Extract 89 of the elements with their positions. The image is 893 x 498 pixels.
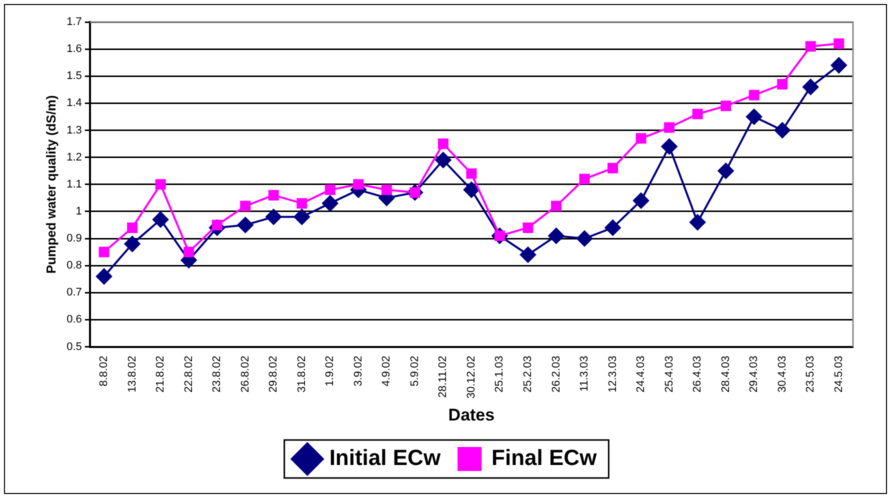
legend-label: Initial ECw	[329, 445, 442, 470]
point	[522, 222, 534, 233]
point	[805, 41, 816, 52]
point	[636, 133, 646, 144]
x-tick-label: 24.4.03	[635, 356, 648, 392]
point	[296, 198, 308, 209]
point	[748, 90, 760, 100]
point	[692, 108, 703, 120]
point	[466, 168, 477, 179]
point	[661, 138, 678, 154]
x-tick-label: 22.8.02	[182, 356, 195, 392]
point	[604, 220, 621, 236]
x-tick-label: 5.9.02	[408, 356, 421, 386]
x-tick-label: 11.3.03	[578, 356, 591, 392]
x-tick-label: 8.8.02	[98, 356, 110, 386]
point	[268, 190, 279, 200]
x-tick-label: 25.1.03	[494, 356, 506, 392]
point	[324, 184, 336, 196]
point	[152, 212, 169, 228]
x-tick-label: 30.4.03	[776, 356, 788, 392]
point	[774, 122, 790, 138]
x-tick-label: 31.8.02	[296, 356, 308, 392]
point	[802, 78, 819, 95]
x-tick-label: 28.11.02	[437, 356, 450, 398]
x-tick-label: 23.8.02	[211, 356, 224, 392]
x-tick-label: 25.4.03	[663, 356, 676, 392]
point	[237, 216, 254, 233]
point	[746, 108, 762, 125]
point	[98, 246, 110, 258]
point	[124, 236, 140, 252]
y-tick-label: 0.6	[66, 314, 82, 326]
point	[353, 179, 364, 190]
point	[520, 246, 536, 263]
point	[720, 100, 732, 112]
y-axis-title: Pumped water quality (dS/m)	[43, 95, 58, 274]
point	[322, 195, 338, 212]
x-tick-label: 26.4.03	[692, 356, 704, 392]
x-tick-label: 3.9.02	[352, 356, 364, 386]
x-tick-label: 13.8.02	[126, 356, 138, 392]
x-tick-label: 26.2.03	[550, 356, 562, 392]
point	[834, 38, 844, 49]
point	[463, 182, 480, 198]
point	[381, 184, 392, 196]
y-tick-label: 0.5	[66, 340, 82, 353]
point	[435, 152, 452, 168]
point	[718, 162, 734, 179]
x-axis-title: Dates	[448, 405, 495, 424]
x-tick-label: 12.3.03	[606, 356, 619, 392]
point	[438, 138, 448, 150]
x-tick-label: 1.9.02	[324, 356, 336, 386]
point	[777, 79, 788, 90]
x-tick-label: 25.2.03	[522, 356, 534, 392]
y-tick-label: 1.6	[66, 43, 82, 56]
point	[576, 230, 592, 247]
point	[240, 200, 251, 212]
point	[633, 192, 650, 209]
x-tick-label: 24.5.03	[832, 356, 845, 392]
point	[184, 246, 194, 258]
y-tick-label: 1.4	[66, 97, 82, 110]
x-tick-label: 29.4.03	[748, 356, 760, 392]
x-tick-label: 4.9.02	[380, 356, 393, 386]
point	[548, 228, 564, 244]
y-tick-label: 1.3	[66, 124, 82, 136]
point	[127, 222, 138, 233]
x-tick-label: 28.4.03	[720, 356, 732, 392]
legend-label: Final ECw	[492, 445, 598, 470]
point	[830, 57, 847, 74]
x-tick-label: 26.8.02	[239, 356, 252, 392]
y-tick-label: 0.7	[66, 286, 82, 299]
x-tick-label: 23.5.03	[804, 356, 817, 392]
point	[96, 268, 112, 284]
y-tick-label: 1.1	[66, 178, 82, 190]
y-tick-label: 1.5	[66, 70, 82, 82]
point	[664, 122, 675, 133]
point	[550, 200, 562, 212]
point	[155, 179, 166, 190]
point	[608, 162, 618, 174]
y-tick-label: 0.8	[66, 260, 82, 272]
y-tick-label: 1.2	[66, 151, 82, 164]
point	[690, 214, 706, 230]
point	[579, 174, 590, 184]
point	[294, 208, 310, 225]
y-tick-label: 1	[76, 205, 82, 218]
y-tick-label: 1.7	[66, 16, 82, 28]
point	[266, 208, 282, 225]
x-tick-label: 21.8.02	[154, 356, 167, 392]
x-tick-label: 29.8.02	[268, 356, 280, 392]
y-tick-label: 0.9	[66, 232, 82, 245]
x-tick-label: 30.12.02	[465, 356, 478, 399]
